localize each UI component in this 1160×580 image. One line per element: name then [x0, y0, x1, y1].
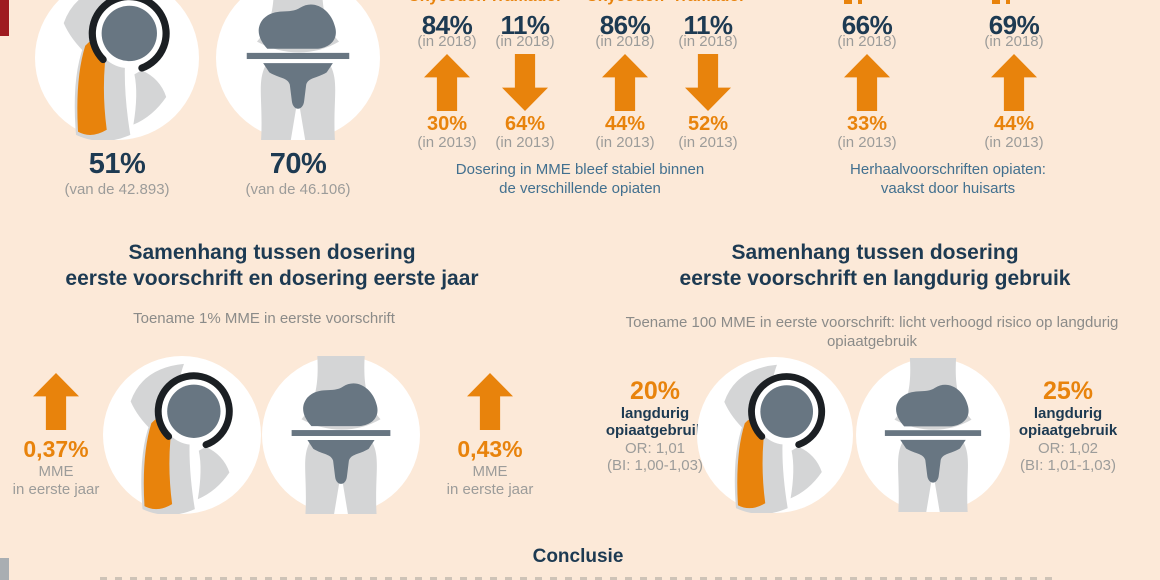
- repeat-rx-knee-2013: 44%: [993, 113, 1035, 135]
- up-arrow-icon: [33, 373, 79, 430]
- knee-prosthesis-icon: [856, 358, 1010, 512]
- in-2018-caption: (in 2018): [495, 33, 555, 50]
- cutoff-orange-mark: [844, 0, 852, 4]
- knee-mme-label: MME: [472, 463, 508, 480]
- knee-prosthesis-icon: [216, 0, 380, 140]
- cutoff-orange-mark: [1006, 0, 1010, 4]
- dose-year-subtitle: Toename 1% MME in eerste voorschrift: [133, 310, 395, 327]
- in-2013-caption: (in 2013): [984, 134, 1044, 151]
- in-2013-caption: (in 2013): [595, 134, 655, 151]
- knee-opioid-share-caption: (van de 46.106): [245, 181, 351, 198]
- tramadol-hip-2018: 11%: [500, 10, 550, 40]
- knee-longterm-label1: langdurig: [1033, 405, 1103, 422]
- oxycodon-knee-2018: 86%: [599, 10, 651, 40]
- tramadol-knee-2018: 11%: [683, 10, 733, 40]
- up-arrow-icon: [844, 54, 890, 111]
- in-2018-caption: (in 2018): [984, 33, 1044, 50]
- drug-header-cutoff: Oxycodon: [586, 0, 664, 6]
- cutoff-text-sliver: [100, 577, 1060, 580]
- cutoff-red-banner-edge: [0, 0, 9, 36]
- oxycodon-hip-2013: 30%: [426, 113, 468, 135]
- hip-mme-increase-value: 0,37%: [23, 436, 89, 462]
- dosering-caption-line2: de verschillende opiaten: [499, 180, 661, 197]
- dosering-caption-line1: Dosering in MME bleef stabiel binnen: [455, 161, 705, 178]
- oxycodon-knee-2013: 44%: [604, 113, 646, 135]
- in-2013-caption: (in 2013): [837, 134, 897, 151]
- drug-header-cutoff: Oxycodon: [408, 0, 486, 6]
- hip-longterm-value: 20%: [629, 377, 681, 405]
- in-2013-caption: (in 2013): [678, 134, 738, 151]
- herhaal-caption-line2: vaakst door huisarts: [880, 180, 1016, 197]
- up-arrow-icon: [991, 54, 1037, 111]
- drug-header-cutoff: Tramadol: [489, 0, 560, 6]
- down-arrow-icon: [685, 54, 731, 111]
- longterm-subtitle-line2: opiaatgebruik: [826, 333, 918, 350]
- hip-longterm-label1: langdurig: [620, 405, 690, 422]
- herhaal-caption-line1: Herhaalvoorschriften opiaten:: [850, 161, 1046, 178]
- knee-mme-increase-value: 0,43%: [457, 436, 523, 462]
- longterm-heading-line1: Samenhang tussen dosering: [731, 241, 1019, 264]
- in-2018-caption: (in 2018): [417, 33, 477, 50]
- hip-opioid-share-value: 51%: [88, 148, 146, 180]
- knee-confidence-interval: (BI: 1,01-1,03): [1020, 457, 1116, 474]
- tramadol-knee-2013: 52%: [687, 113, 729, 135]
- in-2018-caption: (in 2018): [678, 33, 738, 50]
- in-2013-caption: (in 2013): [417, 134, 477, 151]
- repeat-rx-hip-2013: 33%: [846, 113, 888, 135]
- knee-prosthesis-icon: [262, 356, 420, 514]
- longterm-subtitle-line1: Toename 100 MME in eerste voorschrift: l…: [625, 314, 1119, 331]
- oxycodon-hip-2018: 84%: [421, 10, 473, 40]
- in-2018-caption: (in 2018): [837, 33, 897, 50]
- in-2013-caption: (in 2013): [495, 134, 555, 151]
- dose-year-heading-line1: Samenhang tussen dosering: [128, 241, 416, 264]
- knee-longterm-value: 25%: [1042, 377, 1094, 405]
- in-2018-caption: (in 2018): [595, 33, 655, 50]
- drug-header-cutoff: Tramadol: [672, 0, 743, 6]
- hip-odds-ratio: OR: 1,01: [624, 440, 686, 457]
- hip-mme-sublabel: in eerste jaar: [12, 481, 100, 498]
- hip-mme-label: MME: [38, 463, 74, 480]
- conclusion-heading: Conclusie: [532, 546, 624, 567]
- knee-opioid-share-value: 70%: [269, 148, 327, 180]
- up-arrow-icon: [424, 54, 470, 111]
- cutoff-orange-mark: [992, 0, 1000, 4]
- hip-prosthesis-icon: [697, 357, 853, 513]
- up-arrow-icon: [467, 373, 513, 430]
- down-arrow-icon: [502, 54, 548, 111]
- hip-longterm-label2: opiaatgebruik: [605, 422, 705, 439]
- longterm-heading-line2: eerste voorschrift en langdurig gebruik: [679, 267, 1071, 290]
- dose-year-heading-line2: eerste voorschrift en dosering eerste ja…: [65, 267, 479, 290]
- hip-prosthesis-icon: [103, 356, 261, 514]
- repeat-rx-hip-2018: 66%: [841, 10, 893, 40]
- knee-odds-ratio: OR: 1,02: [1037, 440, 1099, 457]
- tramadol-hip-2013: 64%: [504, 113, 546, 135]
- repeat-rx-knee-2018: 69%: [988, 10, 1040, 40]
- cutoff-orange-mark: [858, 0, 862, 4]
- cutoff-gray-banner-edge: [0, 558, 9, 580]
- hip-prosthesis-icon: [35, 0, 199, 140]
- hip-confidence-interval: (BI: 1,00-1,03): [607, 457, 703, 474]
- knee-mme-sublabel: in eerste jaar: [446, 481, 534, 498]
- up-arrow-icon: [602, 54, 648, 111]
- knee-longterm-label2: opiaatgebruik: [1018, 422, 1118, 439]
- hip-opioid-share-caption: (van de 42.893): [64, 181, 170, 198]
